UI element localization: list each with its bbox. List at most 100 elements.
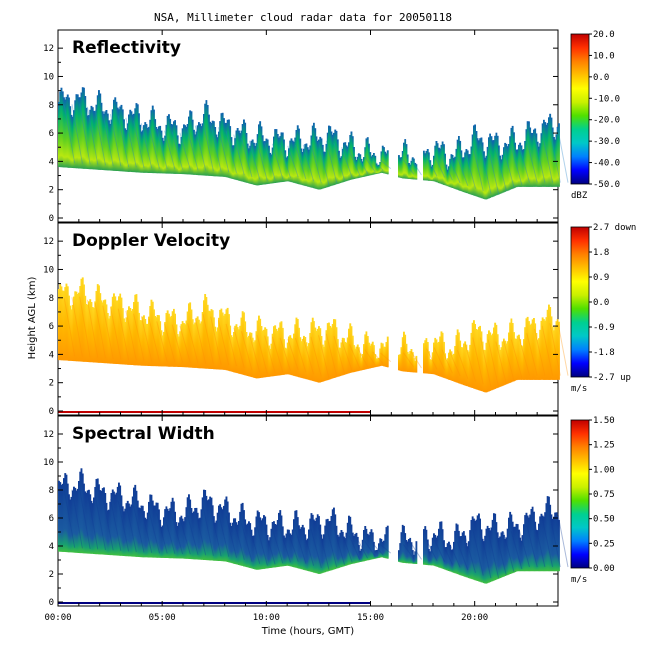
echo-column: [199, 323, 202, 369]
echo-column: [263, 515, 265, 569]
echo-column: [223, 315, 225, 370]
echo-column: [356, 156, 359, 179]
echo-streak: [379, 544, 392, 554]
echo-column: [140, 131, 143, 173]
echo-column: [551, 127, 554, 187]
echo-column: [241, 311, 244, 375]
echo-column: [245, 133, 248, 183]
echo-column: [440, 521, 443, 569]
echo-column: [233, 145, 235, 180]
echo-column: [308, 529, 310, 572]
echo-column: [190, 111, 193, 175]
echo-column: [211, 310, 214, 369]
echo-column: [183, 323, 185, 368]
echo-column: [278, 327, 280, 376]
echo-column: [75, 490, 78, 553]
echo-column: [403, 525, 405, 563]
echo-column: [313, 519, 315, 573]
echo-column: [253, 535, 255, 569]
echo-column: [229, 325, 232, 372]
echo-column: [515, 523, 518, 572]
echo-column: [304, 534, 307, 571]
echo-column: [243, 119, 245, 182]
echo-column: [140, 320, 143, 366]
echo-streak: [156, 321, 168, 363]
echo-column: [525, 512, 528, 572]
echo-column: [380, 342, 383, 366]
echo-column: [244, 519, 247, 567]
echo-column: [545, 503, 548, 572]
echo-streak: [480, 144, 492, 194]
echo-column: [96, 95, 99, 170]
echo-column: [176, 525, 179, 559]
echo-column: [196, 125, 199, 176]
echo-streak: [179, 325, 191, 363]
echo-column: [436, 535, 439, 567]
echo-streak: [318, 526, 330, 570]
echo-column: [508, 332, 510, 384]
echo-column: [110, 119, 113, 171]
echo-column: [470, 146, 473, 195]
echo-column: [498, 344, 500, 388]
echo-column: [453, 157, 455, 189]
echo-column: [205, 100, 208, 176]
echo-column: [289, 335, 292, 375]
echo-column: [191, 319, 194, 368]
echo-column: [280, 515, 283, 567]
echo-column: [338, 536, 340, 568]
echo-column: [321, 344, 324, 382]
echo-column: [299, 337, 302, 378]
echo-column: [518, 144, 520, 187]
echo-column: [426, 342, 429, 374]
echo-column: [535, 529, 538, 572]
echo-column: [346, 146, 349, 181]
echo-streak: [557, 512, 569, 568]
echo-streak: [549, 515, 561, 568]
echo-column: [479, 518, 481, 582]
echo-column: [108, 318, 110, 364]
echo-column: [504, 142, 507, 192]
echo-column: [408, 163, 410, 179]
echo-column: [71, 116, 74, 168]
echo-column: [549, 307, 552, 380]
x-tick-label: 10:00: [253, 613, 280, 623]
echo-column: [283, 535, 285, 567]
echo-column: [306, 346, 309, 380]
echo-column: [455, 335, 458, 383]
echo-streak: [426, 348, 438, 370]
echo-column: [499, 536, 502, 579]
echo-streak: [171, 131, 184, 170]
echo-column: [80, 278, 83, 362]
echo-column: [466, 350, 469, 387]
x-tick-label: 05:00: [149, 613, 176, 623]
echo-column: [424, 153, 427, 181]
echo-column: [249, 523, 252, 568]
x-tick-label: 00:00: [44, 613, 71, 623]
y-tick-label: 4: [49, 350, 54, 360]
echo-column: [383, 147, 385, 174]
echo-column: [545, 317, 548, 380]
echo-streak: [495, 148, 507, 192]
echo-column: [175, 125, 178, 174]
echo-column: [338, 150, 340, 184]
echo-column: [331, 134, 334, 186]
echo-column: [123, 511, 125, 556]
echo-column: [201, 497, 204, 560]
echo-streak: [356, 153, 369, 175]
echo-column: [505, 537, 508, 576]
echo-column: [228, 314, 230, 371]
echo-column: [69, 106, 72, 168]
echo-column: [265, 138, 268, 185]
echo-column: [500, 532, 503, 578]
echo-column: [488, 137, 490, 199]
echo-column: [431, 352, 434, 375]
echo-column: [80, 92, 83, 169]
echo-column: [528, 121, 530, 187]
echo-column: [355, 532, 358, 563]
y-tick-label: 2: [49, 570, 54, 580]
echo-column: [471, 322, 474, 388]
echo-column: [200, 126, 203, 176]
echo-column: [308, 343, 310, 380]
echo-streak: [541, 517, 554, 568]
echo-column: [100, 490, 103, 555]
